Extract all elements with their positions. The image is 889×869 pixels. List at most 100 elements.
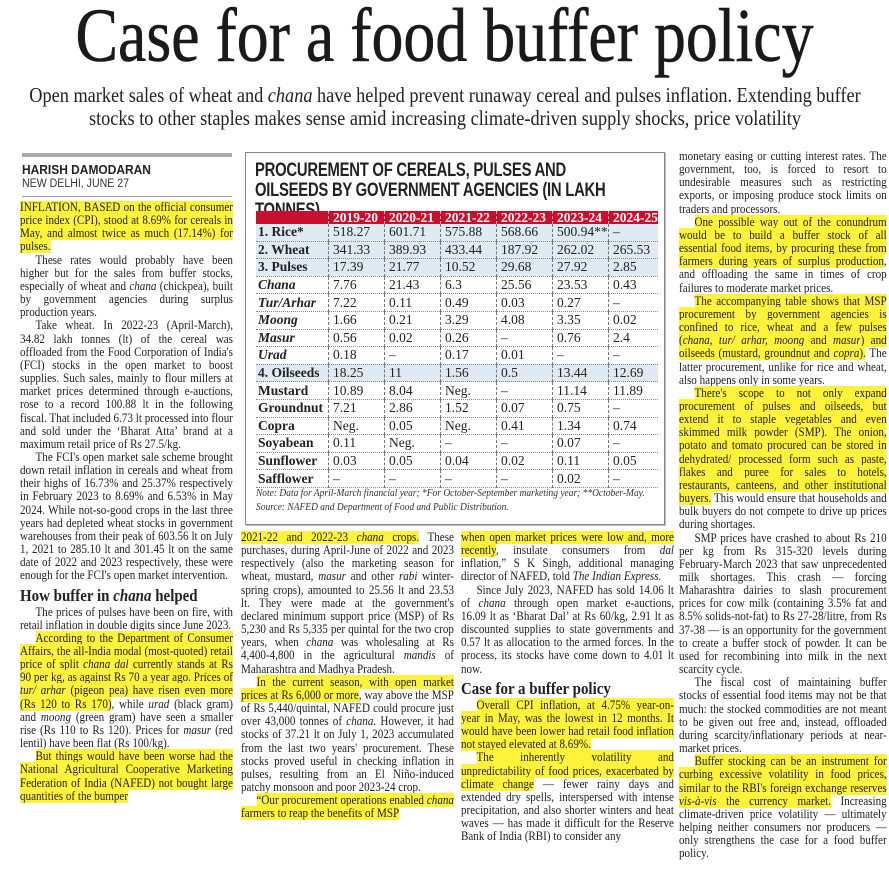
text-run: Take wheat. In 2022-23 (April-March), 34… xyxy=(20,318,233,451)
paragraph: One possible way out of the conundrum wo… xyxy=(679,214,887,295)
table-cell: 0.43 xyxy=(608,276,658,295)
text-run: inflation,” S K Singh, additional managi… xyxy=(461,556,674,584)
table-cell: – xyxy=(608,293,658,312)
table-cell: 10.52 xyxy=(440,258,497,277)
text-run: , insulate consumers from xyxy=(495,543,660,558)
table-cell: 7.21 xyxy=(328,399,385,418)
highlighted-text: masur xyxy=(832,333,861,348)
table-cell: – xyxy=(496,329,553,348)
table-cell: – xyxy=(608,224,658,242)
highlighted-text: vis-à-vis xyxy=(679,793,717,808)
table-cell: 0.11 xyxy=(552,452,609,471)
section-heading: Case for a buffer policy xyxy=(461,679,674,698)
highlighted-text: But things would have been worse had the… xyxy=(20,749,233,803)
subhead: Open market sales of wheat and chana hav… xyxy=(16,84,875,130)
paragraph: “Our procurement operations enabled chan… xyxy=(241,793,454,821)
text-run: masur xyxy=(318,569,346,584)
table-cell: 18.25 xyxy=(328,364,385,383)
column-header: 2021-22 xyxy=(440,211,497,224)
table-cell: – xyxy=(440,469,497,488)
table-cell: 518.27 xyxy=(328,224,385,242)
table-cell: 0.02 xyxy=(608,311,658,330)
table-cell: 11 xyxy=(384,364,441,383)
text-run: — fewer rainy days and extended dry spel… xyxy=(461,776,674,844)
table-cell: 568.66 xyxy=(496,224,553,242)
text-run: through open market e-auctions, 16.09 lt… xyxy=(461,595,674,676)
table-cell: 0.03 xyxy=(496,293,553,312)
highlighted-text: chana dal xyxy=(83,657,129,672)
table-cell: 0.11 xyxy=(384,293,441,312)
column-header: 2023-24 xyxy=(552,211,609,224)
table-cell: Neg. xyxy=(328,417,385,436)
highlighted-text: INFLATION, BASED on the official consume… xyxy=(20,201,233,254)
paragraph: INFLATION, BASED on the official consume… xyxy=(20,201,233,254)
byline-author: HARISH DAMODARAN xyxy=(22,162,151,177)
table-row: Mustard 10.89 8.04 Neg. –11.14 11.89 xyxy=(256,381,658,400)
table-cell: 0.17 xyxy=(440,346,497,365)
row-label: Mustard xyxy=(256,381,329,400)
table-cell: 0.49 xyxy=(440,293,497,312)
row-label: Safflower xyxy=(256,469,329,488)
table-cell: 6.3 xyxy=(440,276,497,295)
table-cell: Neg. xyxy=(440,381,497,400)
text-run: Increasing climate-driven price volatili… xyxy=(679,793,887,861)
section-heading: How buffer in chana helped xyxy=(20,586,233,605)
text-run: rabi xyxy=(398,569,418,584)
table-cell: 341.33 xyxy=(328,241,385,260)
procurement-table: 2019-20 2020-21 2021-22 2022-23 2023-24 2024-… xyxy=(256,211,658,488)
paragraph: when open market prices were low and, mo… xyxy=(461,531,674,584)
table-row: 3. Pulses 17.39 21.77 10.52 29.68 27.92 2.85 xyxy=(256,258,658,277)
table-cell: 1.66 xyxy=(328,311,385,330)
highlighted-text: One possible way out of the conundrum wo… xyxy=(679,214,887,269)
table-cell: – xyxy=(384,346,441,365)
paragraph: 2021-22 and 2022-23 chana crops. These p… xyxy=(241,531,454,676)
table-row: Safflower – – – –0.02– xyxy=(256,469,658,488)
highlighted-text: Buffer stocking can be an instrument for… xyxy=(679,754,887,795)
highlighted-text: copra xyxy=(833,346,860,361)
table-cell: – xyxy=(328,469,385,488)
paragraph: Since July 2023, NAFED has sold 14.06 lt… xyxy=(461,582,674,676)
table-cell: 2.86 xyxy=(384,399,441,418)
byline-rule xyxy=(22,196,232,197)
table-cell: 25.56 xyxy=(496,276,553,295)
table-cell: – xyxy=(608,434,658,453)
text-run: (red lentil) have been flat (Rs 100/kg). xyxy=(20,722,233,751)
table-cell: 8.04 xyxy=(384,381,441,400)
table-cell: 601.71 xyxy=(384,224,441,242)
table-cell: – xyxy=(608,469,658,488)
table-cell: 11.89 xyxy=(608,381,658,400)
table-cell: – xyxy=(384,469,441,488)
table-row: Soyabean 0.11 Neg. – –0.07– xyxy=(256,434,658,453)
text-run: These purchases, during April-June of 20… xyxy=(241,531,454,584)
highlighted-text: farmers to reap the benefits of MSP xyxy=(241,806,400,821)
column-header: 2024-25 xyxy=(608,211,658,224)
paragraph: These rates would probably have been hig… xyxy=(20,253,233,320)
text-run: Since July 2023, NAFED has sold 14.06 lt… xyxy=(461,582,674,610)
paragraph: monetary easing or cutting interest rate… xyxy=(679,150,887,216)
paragraph: The fiscal cost of maintaining buffer st… xyxy=(679,676,887,755)
text-run: chana xyxy=(478,595,506,610)
text-run: dal xyxy=(659,543,674,558)
paragraph: Overall CPI inflation, at 4.75% year-on-… xyxy=(461,697,674,752)
table-cell: 7.76 xyxy=(328,276,385,295)
text-run: The FCI's open market sale scheme brough… xyxy=(20,449,233,583)
table-row: 4. Oilseeds 18.25 11 1.56 0.5 13.44 12.69 xyxy=(256,364,658,383)
table-cell: 0.03 xyxy=(328,452,385,471)
table-cell: 0.74 xyxy=(608,417,658,436)
table-cell: 575.88 xyxy=(440,224,497,242)
highlighted-text: tur/ arhar xyxy=(20,683,66,698)
paragraph: There's scope to not only expand procure… xyxy=(679,385,887,532)
table-note: Note: Data for April-March financial yea… xyxy=(256,486,660,514)
table-cell: 0.05 xyxy=(608,452,658,471)
text-run: winter-spring crops), amounted to 25.56 … xyxy=(241,569,454,650)
paragraph: The accompanying table shows that MSP pr… xyxy=(679,293,887,387)
table-cell: – xyxy=(608,346,658,365)
column-header: 2020-21 xyxy=(384,211,441,224)
text-run: helped xyxy=(151,585,198,605)
text-run: (green gram) have seen a smaller rise (R… xyxy=(20,709,233,737)
text-run: , way above the MSP of Rs 5,440/quintal,… xyxy=(241,687,454,729)
table-cell: 0.5 xyxy=(496,364,553,383)
table-row: 1. Rice* 518.27 601.71 575.88 568.66 500.94**… xyxy=(256,224,658,242)
table-cell: 0.05 xyxy=(384,452,441,471)
table-cell: – xyxy=(496,434,553,453)
